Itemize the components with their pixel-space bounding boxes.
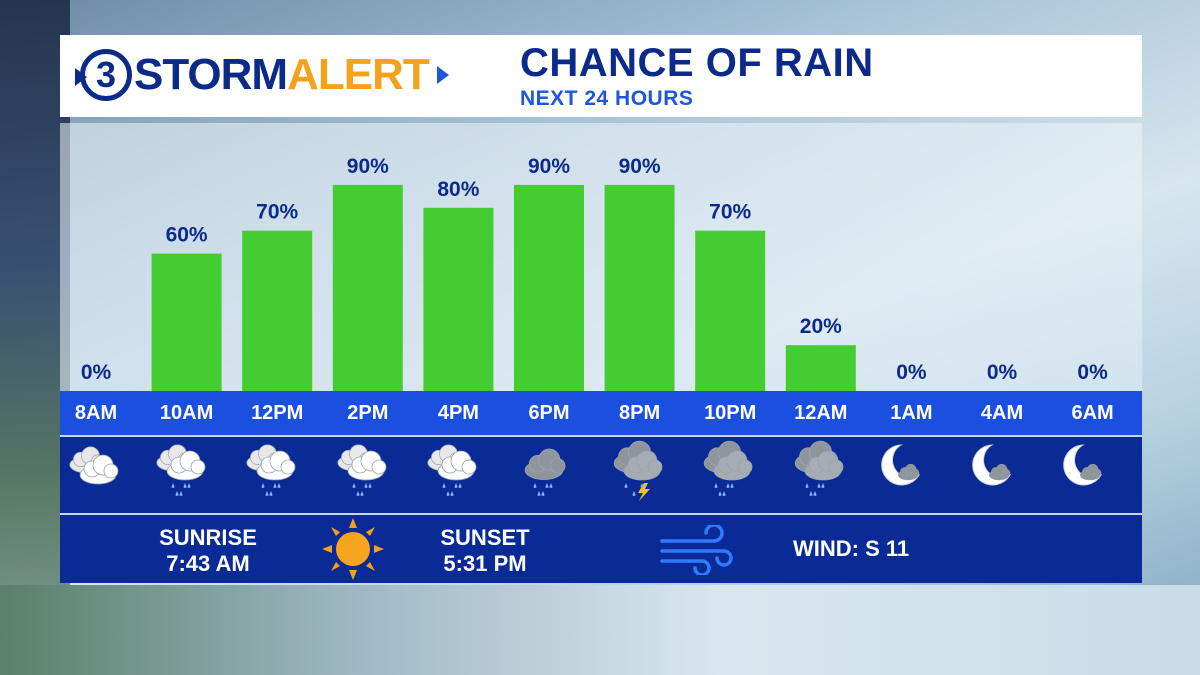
rain-bar-12pm bbox=[242, 230, 313, 391]
wind-icon bbox=[660, 525, 733, 575]
thunderstorm-icon bbox=[604, 439, 676, 513]
rain-bar-2pm bbox=[332, 184, 403, 391]
bar-value-label: 60% bbox=[166, 224, 208, 247]
rain-bar-8pm bbox=[604, 184, 675, 391]
time-label: 4AM bbox=[980, 401, 1024, 424]
page-subtitle: NEXT 24 HOURS bbox=[520, 87, 694, 110]
moon-cloud-icon bbox=[875, 439, 947, 513]
sunrise-label: SUNRISE bbox=[159, 525, 257, 550]
sun-icon bbox=[322, 518, 384, 580]
divider bbox=[60, 513, 1142, 515]
time-label: 2PM bbox=[347, 401, 389, 424]
rain-chance-chart: 0% 60% 70% 90% 80% 90% 90% 70% 20% 0% 0% 0% bbox=[60, 123, 1142, 391]
dark-cloud-rain-icon bbox=[513, 439, 585, 513]
time-label: 12PM bbox=[251, 401, 304, 424]
sunset-label: SUNSET bbox=[440, 525, 530, 550]
cloud-rain-icon bbox=[332, 439, 404, 513]
time-label: 4PM bbox=[437, 401, 479, 424]
info-row: SUNRISE 7:43 AM SUNSET 5:31 PM WIND: S 1… bbox=[60, 515, 1142, 583]
moon-cloud-icon bbox=[966, 439, 1038, 513]
chart-svg: 0% 60% 70% 90% 80% 90% 90% 70% 20% 0% 0% 0% bbox=[81, 155, 1108, 391]
background-rain-left bbox=[0, 0, 70, 675]
storm-alert-logo: 3 STORM ALERT bbox=[75, 47, 449, 103]
logo-word-alert: ALERT bbox=[287, 50, 430, 99]
bar-value-label: 0% bbox=[896, 361, 927, 384]
rain-bar-4pm bbox=[423, 207, 494, 391]
background-bottom bbox=[0, 585, 1200, 675]
bar-value-label: 70% bbox=[256, 201, 298, 224]
header-panel: 3 STORM ALERT CHANCE OF RAIN NEXT 24 HOU… bbox=[60, 35, 1142, 117]
rain-bar-6pm bbox=[514, 184, 584, 391]
rain-bar-10am bbox=[151, 253, 222, 391]
page-title: CHANCE OF RAIN bbox=[520, 41, 874, 85]
sunset-block: SUNSET 5:31 PM bbox=[425, 525, 545, 577]
time-label: 12AM bbox=[794, 401, 848, 424]
sunset-time: 5:31 PM bbox=[443, 551, 527, 576]
divider bbox=[60, 435, 1142, 437]
bar-value-label: 0% bbox=[1077, 361, 1108, 384]
time-label: 10PM bbox=[704, 401, 757, 424]
rain-bar-12am bbox=[785, 345, 856, 391]
bar-value-label: 20% bbox=[800, 315, 842, 338]
conditions-row bbox=[60, 437, 1142, 513]
heavy-rain-icon bbox=[785, 439, 857, 513]
time-label: 8PM bbox=[619, 401, 661, 424]
time-axis-row: 8AM 10AM 12PM 2PM 4PM 6PM 8PM 10PM 12AM 1AM 4AM 6AM bbox=[60, 391, 1142, 435]
moon-cloud-icon bbox=[1057, 439, 1129, 513]
time-label: 8AM bbox=[74, 401, 118, 424]
sunrise-time: 7:43 AM bbox=[166, 551, 250, 576]
cloud-rain-icon bbox=[241, 439, 313, 513]
play-arrow-icon bbox=[436, 66, 449, 84]
wind-readout: WIND: S 11 bbox=[793, 536, 910, 561]
time-label: 10AM bbox=[159, 401, 214, 424]
partly-cloudy-icon bbox=[60, 439, 132, 513]
cloud-rain-icon bbox=[151, 439, 223, 513]
sunrise-block: SUNRISE 7:43 AM bbox=[148, 525, 268, 577]
bar-value-label: 0% bbox=[987, 361, 1018, 384]
bar-value-label: 80% bbox=[437, 178, 479, 201]
time-label: 1AM bbox=[890, 401, 933, 424]
bar-value-label: 90% bbox=[347, 155, 389, 178]
bar-value-label: 90% bbox=[619, 155, 661, 178]
logo-number: 3 bbox=[75, 49, 132, 101]
rain-bar-10pm bbox=[695, 230, 766, 391]
time-label: 6PM bbox=[528, 401, 570, 424]
bar-value-label: 90% bbox=[528, 155, 570, 178]
bar-value-label: 0% bbox=[81, 361, 112, 384]
cloud-rain-icon bbox=[422, 439, 494, 513]
heavy-rain-icon bbox=[694, 439, 766, 513]
logo-word-storm: STORM bbox=[134, 50, 288, 99]
time-label: 6AM bbox=[1071, 401, 1114, 424]
bar-value-label: 70% bbox=[709, 201, 751, 224]
